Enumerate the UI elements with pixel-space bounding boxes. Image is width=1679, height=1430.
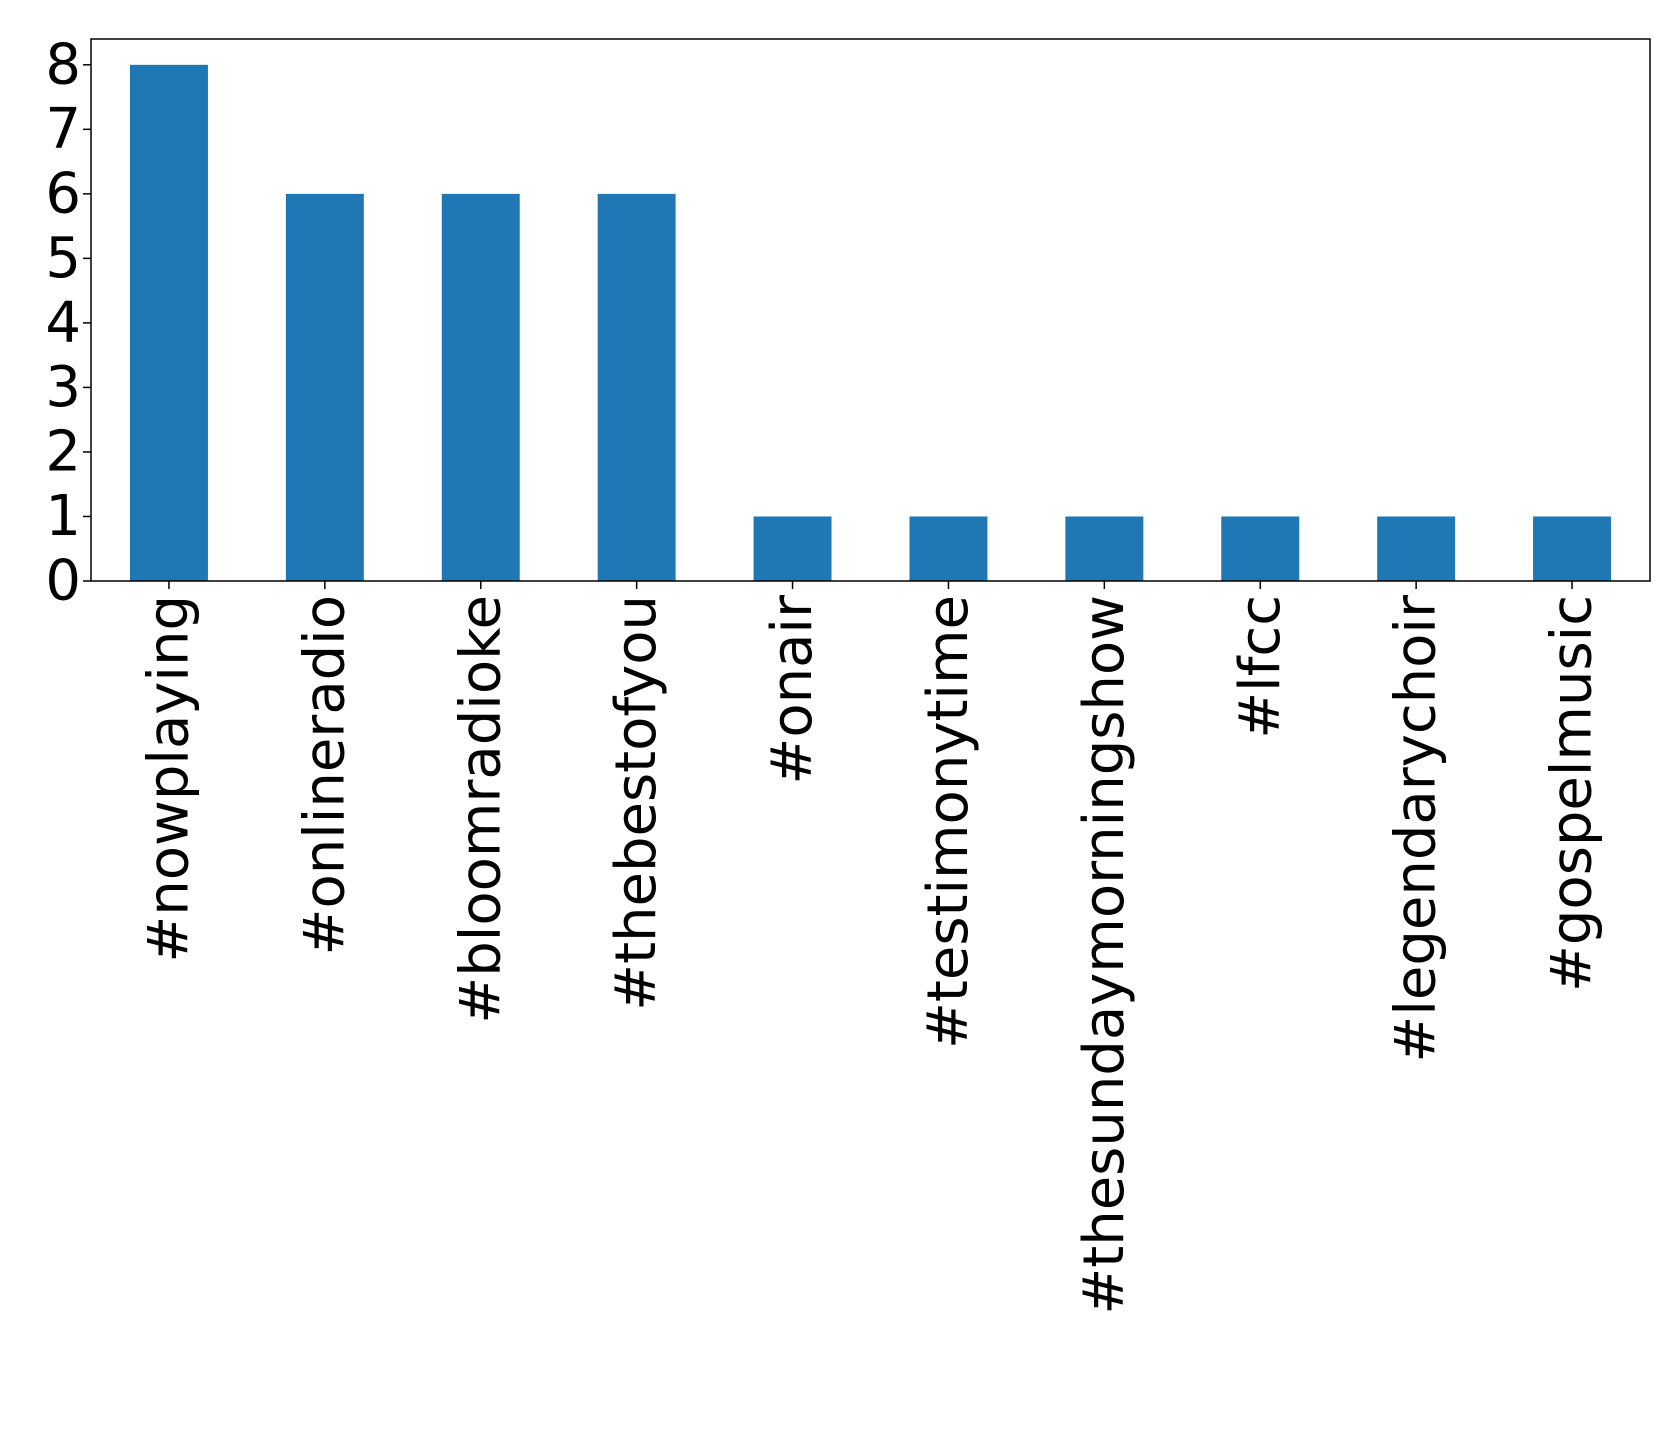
x-tick-label: #onair bbox=[760, 594, 825, 785]
x-tick-label: #legendarychoir bbox=[1384, 594, 1449, 1063]
y-tick-label: 7 bbox=[45, 97, 81, 162]
x-tick-label: #lfcc bbox=[1228, 595, 1293, 739]
bar-thebestofyou bbox=[597, 193, 676, 581]
bar-legendarychoir bbox=[1377, 516, 1456, 581]
x-tick-label: #onlineradio bbox=[292, 595, 357, 955]
x-tick-label: #gospelmusic bbox=[1540, 595, 1605, 992]
y-tick-label: 3 bbox=[45, 355, 81, 420]
bar-gospelmusic bbox=[1533, 516, 1612, 581]
y-tick-label: 6 bbox=[45, 161, 81, 226]
bar-nowplaying bbox=[129, 64, 208, 582]
bar-onair bbox=[753, 516, 832, 581]
y-tick-label: 1 bbox=[45, 484, 81, 549]
bar-testimonytime bbox=[909, 516, 988, 581]
x-tick-label: #thesundaymorningshow bbox=[1072, 595, 1137, 1315]
plot-frame bbox=[90, 38, 1651, 582]
x-tick-label: #nowplaying bbox=[136, 595, 201, 963]
x-tick-label: #testimonytime bbox=[916, 595, 981, 1049]
y-tick-label: 8 bbox=[45, 32, 81, 97]
bar-thesundaymorningshow bbox=[1065, 516, 1144, 581]
y-tick-label: 0 bbox=[45, 549, 81, 614]
bar-onlineradio bbox=[285, 193, 364, 581]
y-tick-label: 5 bbox=[45, 226, 81, 291]
y-tick-label: 4 bbox=[45, 290, 81, 355]
bars-layer bbox=[129, 64, 1612, 582]
bar-lfcc bbox=[1221, 516, 1300, 581]
x-tick-label: #thebestofyou bbox=[604, 595, 669, 1011]
y-tick-label: 2 bbox=[45, 419, 81, 484]
x-tick-label: #bloomradioke bbox=[448, 595, 513, 1024]
x-axis: #nowplaying #onlineradio #bloomradioke #the… bbox=[136, 581, 1605, 1315]
bar-bloomradioke bbox=[441, 193, 520, 581]
